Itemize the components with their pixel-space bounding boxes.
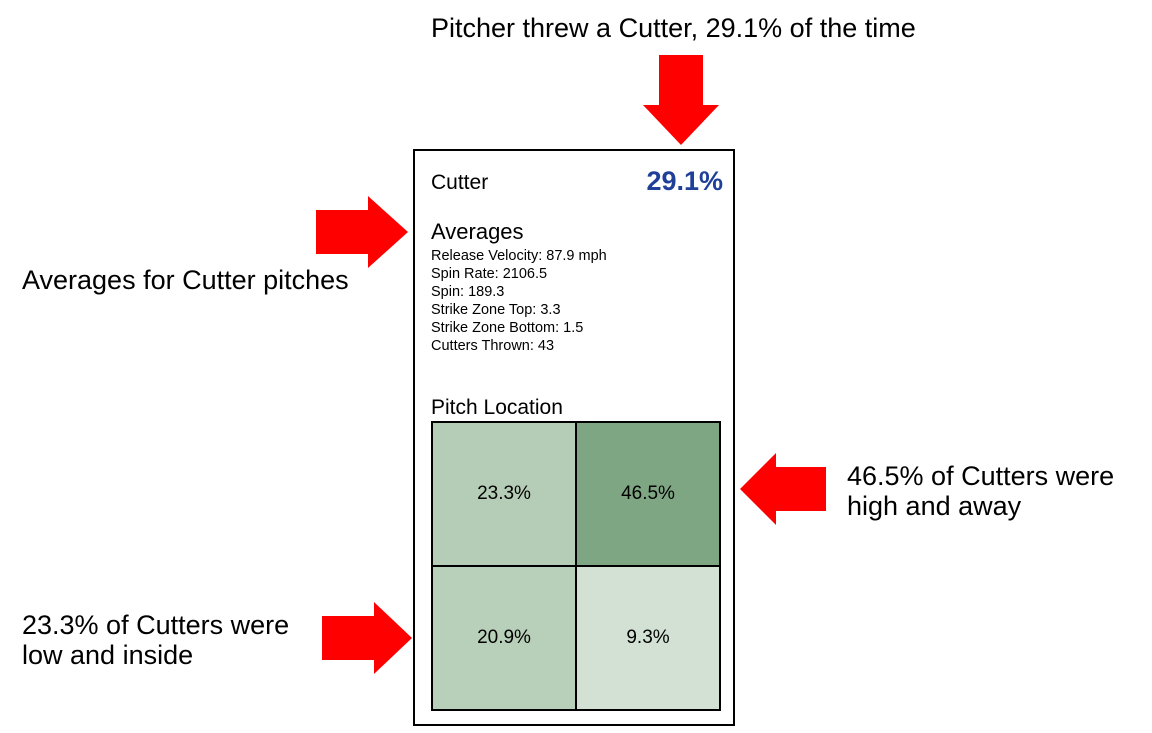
arrow-left-icon [740, 453, 826, 525]
average-strike-zone-top: Strike Zone Top: 3.3 [431, 302, 561, 318]
annotation-right-line-2: high and away [847, 491, 1022, 521]
averages-title: Averages [431, 219, 524, 244]
zone-top-right: 46.5% [576, 422, 720, 566]
zone-bottom-right: 9.3% [576, 566, 720, 710]
annotation-top: Pitcher threw a Cutter, 29.1% of the tim… [431, 13, 916, 43]
annotation-left: Averages for Cutter pitches [22, 265, 349, 295]
annotation-bottom: 23.3% of Cutters were low and inside [22, 610, 289, 670]
zone-bottom-left: 20.9% [432, 566, 576, 710]
pitch-percentage: 29.1% [646, 166, 723, 196]
annotation-bottom-line-2: low and inside [22, 640, 194, 670]
arrow-right-icon [316, 196, 408, 268]
pitch-name: Cutter [431, 171, 489, 194]
average-spin: Spin: 189.3 [431, 284, 505, 300]
pitch-card: Cutter 29.1% Averages Release Velocity: … [413, 149, 735, 726]
card-header: Cutter 29.1% [431, 166, 723, 198]
average-cutters-thrown: Cutters Thrown: 43 [431, 338, 555, 354]
annotation-bottom-line-1: 23.3% of Cutters were [22, 610, 290, 640]
zone-top-left: 23.3% [432, 422, 576, 566]
averages-list: Release Velocity: 87.9 mph Spin Rate: 21… [431, 247, 607, 355]
arrow-right-icon [322, 602, 412, 674]
average-release-velocity: Release Velocity: 87.9 mph [431, 248, 607, 264]
pitch-location-grid: 23.3% 46.5% 20.9% 9.3% [431, 421, 721, 711]
annotation-right-line-1: 46.5% of Cutters were [847, 461, 1115, 491]
pitch-location-title: Pitch Location [431, 396, 563, 419]
annotation-right: 46.5% of Cutters were high and away [847, 461, 1114, 521]
arrow-down-icon [643, 55, 719, 145]
average-strike-zone-bottom: Strike Zone Bottom: 1.5 [431, 320, 584, 336]
average-spin-rate: Spin Rate: 2106.5 [431, 266, 548, 282]
